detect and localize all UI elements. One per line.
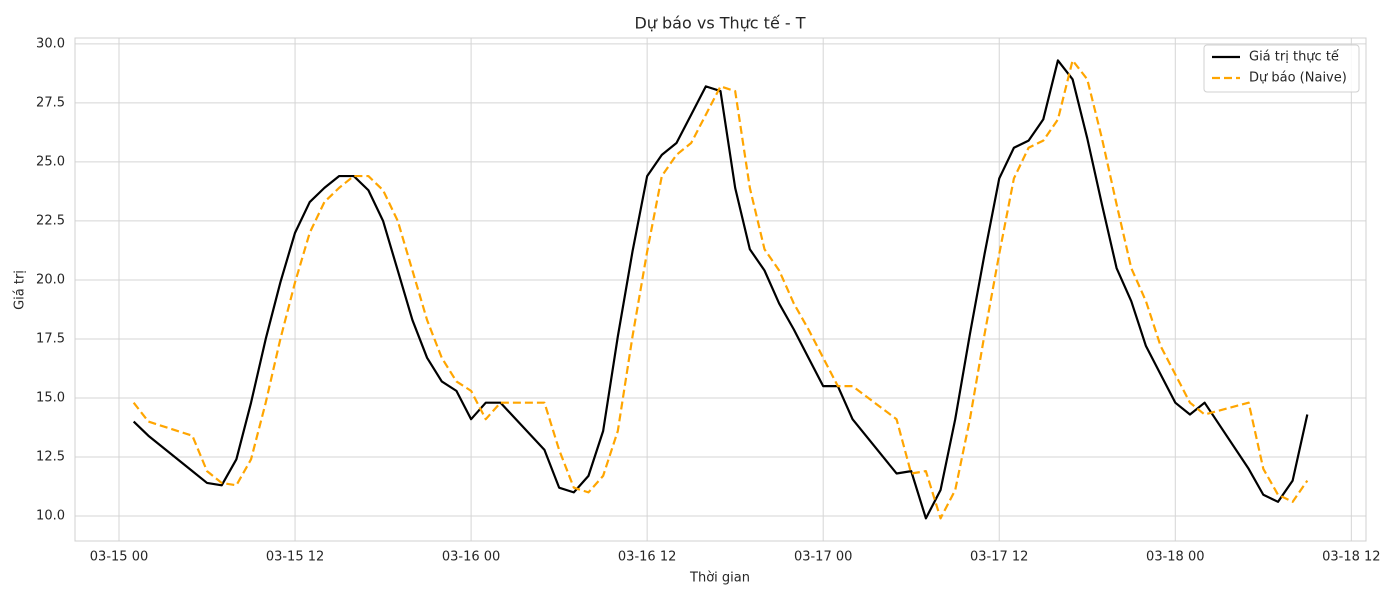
x-tick-label: 03-15 00 — [90, 550, 148, 565]
y-tick-label: 27.5 — [36, 95, 65, 110]
x-tick-label: 03-18 00 — [1146, 550, 1204, 565]
series-line — [132, 59, 1309, 520]
y-axis-label: Giá trị — [13, 270, 28, 310]
x-axis-label: Thời gian — [689, 571, 750, 586]
y-tick-label: 12.5 — [36, 449, 65, 464]
x-tick-label: 03-15 12 — [266, 550, 324, 565]
legend-label: Giá trị thực tế — [1249, 50, 1339, 65]
series-line — [132, 59, 1309, 520]
x-tick-label: 03-16 12 — [618, 550, 676, 565]
y-tick-label: 25.0 — [36, 154, 65, 169]
plot-frame — [74, 37, 1367, 542]
y-tick-label: 22.5 — [36, 213, 65, 228]
y-tick-label: 15.0 — [36, 390, 65, 405]
chart-title: Dự báo vs Thực tế - T — [634, 14, 805, 33]
x-tick-label: 03-17 12 — [970, 550, 1028, 565]
x-tick-label: 03-16 00 — [442, 550, 500, 565]
x-tick-label: 03-17 00 — [794, 550, 852, 565]
legend-box — [1203, 44, 1360, 93]
y-tick-label: 20.0 — [36, 272, 65, 287]
y-tick-label: 10.0 — [36, 508, 65, 523]
y-tick-label: 17.5 — [36, 331, 65, 346]
legend-label: Dự báo (Naive) — [1249, 71, 1347, 86]
x-tick-label: 03-18 12 — [1322, 550, 1380, 565]
y-tick-label: 30.0 — [36, 36, 65, 51]
